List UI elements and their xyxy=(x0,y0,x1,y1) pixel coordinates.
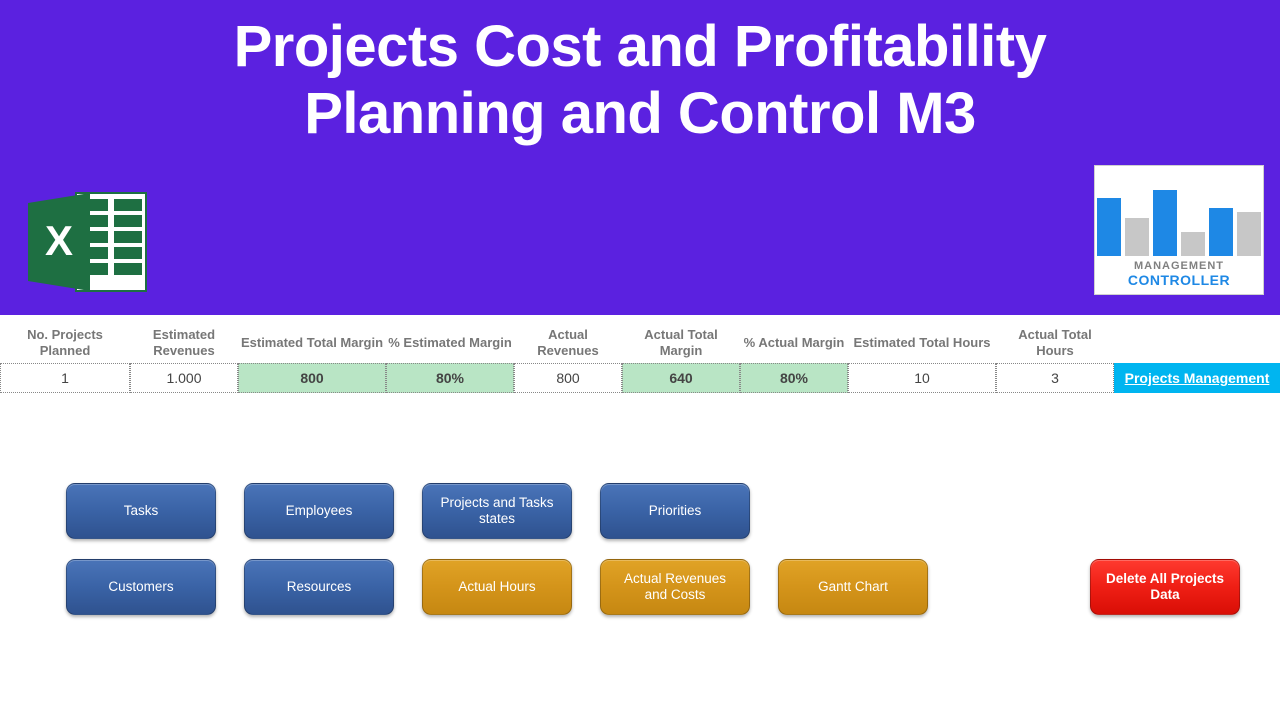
summary-col-link: Projects Management xyxy=(1114,323,1280,393)
summary-col-projects: No. Projects Planned1 xyxy=(0,323,130,393)
logo-text-controller: CONTROLLER xyxy=(1128,272,1230,288)
logo-bars xyxy=(1097,186,1261,256)
summary-header-act_hours: Actual Total Hours xyxy=(996,323,1114,363)
buttons-area: Tasks Employees Projects and Tasks states P… xyxy=(0,483,1280,615)
summary-col-act_rev: Actual Revenues800 xyxy=(514,323,622,393)
summary-col-act_margin: Actual Total Margin640 xyxy=(622,323,740,393)
summary-value-act_margin_pct: 80% xyxy=(740,363,848,393)
logo-text-management: MANAGEMENT xyxy=(1134,260,1224,272)
summary-value-act_hours: 3 xyxy=(996,363,1114,393)
summary-col-est_rev: Estimated Revenues1.000 xyxy=(130,323,238,393)
header-banner: Projects Cost and Profitability Planning… xyxy=(0,0,1280,315)
summary-value-est_margin: 800 xyxy=(238,363,386,393)
summary-value-est_margin_pct: 80% xyxy=(386,363,514,393)
summary-header-est_margin_pct: % Estimated Margin xyxy=(386,323,514,363)
logo-bar xyxy=(1209,208,1233,256)
summary-header-act_margin: Actual Total Margin xyxy=(622,323,740,363)
summary-value-est_rev: 1.000 xyxy=(130,363,238,393)
tasks-button[interactable]: Tasks xyxy=(66,483,216,539)
logo-bar xyxy=(1125,218,1149,256)
summary-col-act_margin_pct: % Actual Margin80% xyxy=(740,323,848,393)
gantt-button[interactable]: Gantt Chart xyxy=(778,559,928,615)
resources-button[interactable]: Resources xyxy=(244,559,394,615)
excel-icon: X xyxy=(22,187,152,297)
summary-col-act_hours: Actual Total Hours3 xyxy=(996,323,1114,393)
states-button[interactable]: Projects and Tasks states xyxy=(422,483,572,539)
svg-text:X: X xyxy=(45,217,73,264)
summary-value-projects: 1 xyxy=(0,363,130,393)
summary-header-est_margin: Estimated Total Margin xyxy=(238,323,386,363)
summary-header-projects: No. Projects Planned xyxy=(0,323,130,363)
logo-bar xyxy=(1237,212,1261,256)
employees-button[interactable]: Employees xyxy=(244,483,394,539)
summary-header-est_hours: Estimated Total Hours xyxy=(848,323,996,363)
summary-col-est_margin: Estimated Total Margin800 xyxy=(238,323,386,393)
summary-header-act_rev: Actual Revenues xyxy=(514,323,622,363)
summary-col-est_margin_pct: % Estimated Margin80% xyxy=(386,323,514,393)
logo-bar xyxy=(1181,232,1205,256)
logo-bar xyxy=(1097,198,1121,256)
delete-all-projects-button[interactable]: Delete All Projects Data xyxy=(1090,559,1240,615)
summary-link-spacer xyxy=(1114,323,1280,363)
actual_hours-button[interactable]: Actual Hours xyxy=(422,559,572,615)
summary-value-est_hours: 10 xyxy=(848,363,996,393)
customers-button[interactable]: Customers xyxy=(66,559,216,615)
summary-col-est_hours: Estimated Total Hours10 xyxy=(848,323,996,393)
page-title: Projects Cost and Profitability Planning… xyxy=(0,0,1280,147)
summary-header-act_margin_pct: % Actual Margin xyxy=(740,323,848,363)
projects-management-link[interactable]: Projects Management xyxy=(1114,363,1280,393)
actual_rev_costs-button[interactable]: Actual Revenues and Costs xyxy=(600,559,750,615)
title-line-2: Planning and Control M3 xyxy=(304,81,976,146)
summary-table: No. Projects Planned1Estimated Revenues1… xyxy=(0,323,1280,393)
summary-header-est_rev: Estimated Revenues xyxy=(130,323,238,363)
management-controller-logo: MANAGEMENT CONTROLLER xyxy=(1094,165,1264,295)
summary-value-act_margin: 640 xyxy=(622,363,740,393)
priorities-button[interactable]: Priorities xyxy=(600,483,750,539)
summary-value-act_rev: 800 xyxy=(514,363,622,393)
title-line-1: Projects Cost and Profitability xyxy=(234,14,1047,79)
logo-bar xyxy=(1153,190,1177,256)
button-row-1: Tasks Employees Projects and Tasks states P… xyxy=(66,483,1280,539)
